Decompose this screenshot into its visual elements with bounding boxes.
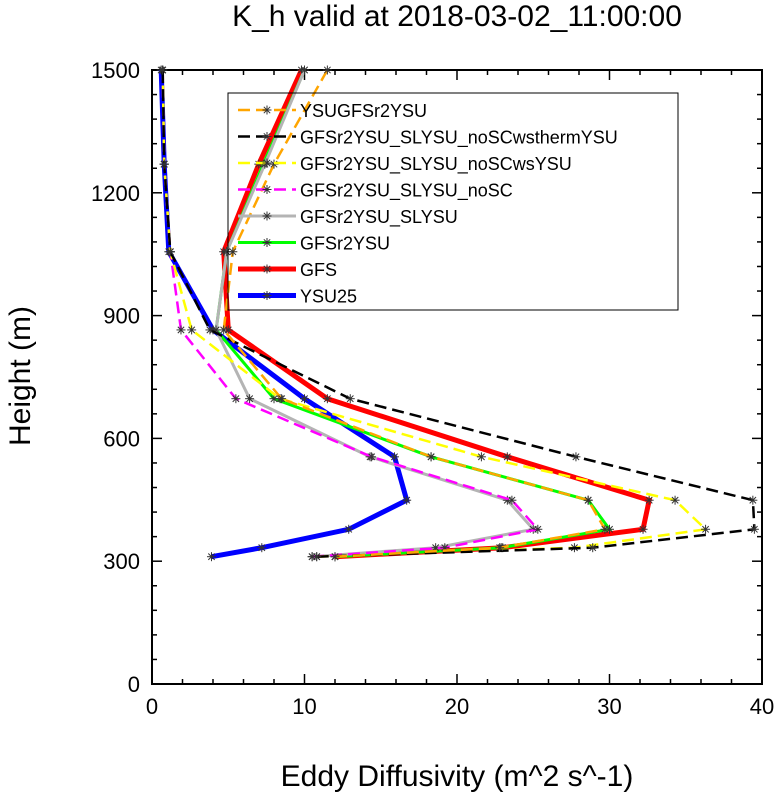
- data-point-YSUGFSr2YSU: [322, 65, 332, 75]
- data-point-GFSr2YSU_SLYSU_noSCwsthermYSU: [158, 65, 168, 75]
- data-point-GFSr2YSU_SLYSU_noSCwsthermYSU: [159, 159, 169, 169]
- legend-label: GFSr2YSU_SLYSU_noSCwsthermYSU: [300, 128, 618, 149]
- data-point-GFSr2YSU_SLYSU_noSCwsthermYSU: [588, 543, 598, 553]
- data-point-YSU25: [257, 543, 267, 553]
- legend-marker: [262, 105, 272, 115]
- legend-label: YSU25: [300, 287, 357, 307]
- data-point-GFSr2YSU_SLYSU_noSC: [231, 394, 241, 404]
- legend-label: GFS: [300, 260, 337, 280]
- data-point-YSU25: [389, 452, 399, 462]
- data-point-GFSr2YSU_SLYSU_noSCwsYSU: [701, 524, 711, 534]
- x-tick-label: 0: [146, 694, 158, 719]
- data-point-GFSr2YSU_SLYSU_noSCwsYSU: [187, 325, 197, 335]
- legend-label: GFSr2YSU_SLYSU: [300, 207, 458, 228]
- data-point-YSUGFSr2YSU: [228, 247, 238, 257]
- y-axis-label: Height (m): [4, 306, 37, 446]
- data-point-YSU25: [344, 524, 354, 534]
- data-point-GFSr2YSU_SLYSU_noSC: [533, 524, 543, 534]
- data-point-GFSr2YSU_SLYSU_noSC: [507, 495, 517, 505]
- data-point-GFSr2YSU_SLYSU_noSCwsthermYSU: [571, 452, 581, 462]
- data-point-GFSr2YSU_SLYSU_noSCwsYSU: [476, 452, 486, 462]
- data-point-YSUGFSr2YSU: [219, 325, 229, 335]
- legend-label: GFSr2YSU_SLYSU_noSCwsYSU: [300, 154, 572, 175]
- data-point-GFSr2YSU_SLYSU_noSCwsthermYSU: [165, 247, 175, 257]
- y-tick-label: 600: [103, 426, 140, 451]
- series-line-GFSr2YSU_SLYSU_noSCwsYSU: [161, 69, 709, 558]
- data-point-YSUGFSr2YSU: [583, 495, 593, 505]
- legend-marker: [262, 291, 272, 300]
- x-axis-label: Eddy Diffusivity (m^2 s^-1): [281, 760, 634, 793]
- plot-area: 0 10 20 30 40 0 300 600 900 1200 1500: [91, 58, 774, 719]
- legend-marker: [262, 238, 272, 247]
- data-point-GFS: [502, 452, 512, 462]
- data-point-GFS: [322, 394, 332, 404]
- data-point-GFSr2YSU_SLYSU: [245, 394, 255, 404]
- legend: YSUGFSr2YSU GFSr2YSU_SLYSU_noSCwsthermYSU…: [227, 92, 679, 311]
- x-tick-label: 30: [597, 694, 621, 719]
- legend-label: GFSr2YSU_SLYSU_noSC: [300, 181, 513, 202]
- series-line-GFSr2YSU_SLYSU: [214, 69, 537, 559]
- data-point-YSU25: [300, 394, 309, 404]
- y-tick-label: 1200: [91, 181, 140, 206]
- data-point-GFSr2YSU_SLYSU_noSC: [176, 325, 186, 335]
- data-point-YSUGFSr2YSU: [426, 452, 436, 462]
- legend-marker: [262, 211, 272, 221]
- data-point-GFSr2YSU_SLYSU_noSCwsthermYSU: [749, 524, 759, 534]
- y-tick-label: 0: [128, 672, 140, 697]
- data-point-GFSr2YSU_SLYSU_noSCwsYSU: [670, 495, 680, 505]
- y-tick-label: 900: [103, 304, 140, 329]
- data-point-YSU25: [206, 552, 216, 562]
- legend-box: [227, 92, 679, 311]
- data-point-GFS: [644, 495, 654, 505]
- data-point-GFSr2YSU_SLYSU_noSCwsthermYSU: [748, 495, 758, 505]
- data-point-GFSr2YSU_SLYSU: [300, 65, 309, 75]
- series-line-YSUGFSr2YSU: [222, 69, 607, 558]
- data-point-GFSr2YSU_SLYSU_noSC: [367, 452, 377, 462]
- data-point-GFSr2YSU_SLYSU_noSCwsthermYSU: [312, 552, 322, 562]
- series-line-GFS: [221, 68, 653, 560]
- chart-title: K_h valid at 2018-03-02_11:00:00: [232, 0, 682, 33]
- y-tick-label: 300: [103, 549, 140, 574]
- legend-marker: [262, 185, 272, 194]
- legend-marker: [262, 264, 272, 274]
- legend-marker: [262, 132, 272, 141]
- x-tick-label: 40: [750, 694, 774, 719]
- data-point-GFSr2YSU_SLYSU_noSCwsthermYSU: [205, 325, 215, 335]
- x-tick-label: 10: [292, 694, 316, 719]
- series-line-GFSr2YSU_SLYSU_noSCwsthermYSU: [161, 69, 756, 558]
- data-point-YSUGFSr2YSU: [277, 394, 287, 404]
- legend-label: YSUGFSr2YSU: [300, 101, 427, 121]
- data-point-YSUGFSr2YSU: [495, 543, 505, 553]
- data-point-YSUGFSr2YSU: [330, 552, 340, 562]
- data-point-GFS: [638, 524, 648, 534]
- data-point-YSUGFSr2YSU: [600, 524, 610, 534]
- legend-label: GFSr2YSU: [300, 234, 390, 254]
- data-point-YSU25: [402, 495, 412, 505]
- x-tick-label: 20: [445, 694, 469, 719]
- data-point-GFSr2YSU_SLYSU_noSCwsthermYSU: [345, 394, 355, 404]
- series-line-GFSr2YSU_SLYSU_noSC: [161, 69, 541, 558]
- legend-marker: [262, 158, 272, 168]
- y-tick-label: 1500: [91, 58, 140, 83]
